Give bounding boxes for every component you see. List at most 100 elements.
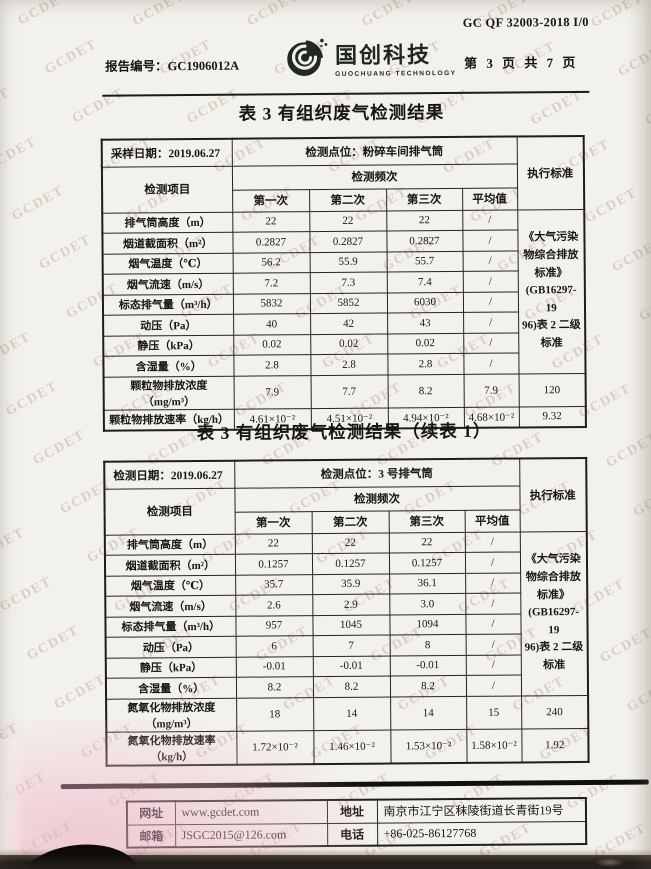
cell: 6030 (386, 291, 464, 314)
cell: / (462, 229, 518, 251)
report-number: 报告编号：GC1906012A (105, 58, 240, 74)
row-label: 烟气流速（m/s） (102, 273, 233, 295)
cell: 5832 (232, 293, 311, 315)
logo-company-subtitle: GUOCHUANG TECHNOLOGY (335, 69, 457, 78)
cell: 7 (312, 635, 390, 657)
cell: 36.1 (389, 572, 466, 595)
company-logo: 国创科技 GUOCHUANG TECHNOLOGY (281, 33, 457, 82)
cell: 8.2 (235, 676, 314, 698)
cell: 7.7 (310, 374, 388, 409)
row-label: 烟道截面积（m²） (104, 554, 236, 576)
standard-text: 《大气污染 物综合排放 标准》 (GB16297-19 96)表 2 二级 标准 (517, 208, 586, 374)
cell: -0.01 (312, 655, 390, 677)
cell: 35.7 (235, 574, 313, 596)
monitor-location: 检测点位：3 号排气筒 (234, 458, 520, 488)
guochuang-swirl-icon (283, 38, 328, 80)
cell: 8 (389, 634, 466, 656)
col-header: 第二次 (309, 188, 387, 212)
cell: 0.1257 (388, 552, 466, 574)
row-label: 排气筒高度（m） (104, 533, 235, 556)
cell: 8.2 (387, 373, 464, 408)
cell: / (465, 654, 521, 676)
cell: / (462, 250, 518, 272)
address-label: 地址 (326, 799, 378, 823)
frequency-header: 检测频次 (234, 485, 520, 512)
logo-text: 国创科技 GUOCHUANG TECHNOLOGY (335, 37, 457, 78)
cell: 0.02 (387, 332, 464, 355)
row-label: 含湿量（%） (105, 677, 237, 699)
cell: / (464, 531, 520, 553)
emission-table-1: 采样日期：2019.06.27 检测点位：粉碎车间排气筒 执行标准 检测项目 检… (100, 134, 587, 432)
table-row: 氮氧化物排放浓度（mg/m³） 18 14 14 15 240 (106, 694, 589, 732)
cell: 2.8 (387, 353, 464, 375)
cell: 0.2827 (386, 230, 463, 252)
cell: -0.01 (235, 656, 313, 678)
row-label: 烟气流速（m/s） (105, 595, 236, 617)
cell: 43 (387, 312, 464, 334)
cell: 0.02 (310, 333, 388, 355)
cell: 7.9 (233, 375, 311, 409)
cell: 7.2 (232, 272, 310, 294)
emission-table-2: 检测日期：2019.06.27 检测点位：3 号排气筒 执行标准 检测项目 检测… (103, 456, 590, 767)
row-label: 标态排气量（m³/h） (105, 615, 236, 638)
limit-cell: 240 (521, 694, 589, 729)
cell: / (465, 572, 521, 594)
col-header: 第一次 (232, 189, 310, 212)
row-label: 含湿量（%） (103, 355, 234, 377)
row-label: 烟道截面积（m²） (102, 232, 233, 254)
cell: 1.53×10⁻² (390, 728, 467, 763)
table-row: 颗粒物排放浓度（mg/m³） 7.9 7.7 8.2 7.9 120 (103, 372, 586, 410)
cell: 22 (311, 532, 389, 554)
cell: 2.9 (312, 594, 390, 616)
standard-header: 执行标准 (519, 457, 587, 532)
row-label: 标态排气量（m³/h） (102, 293, 234, 316)
row-label: 颗粒物排放浓度（mg/m³） (103, 375, 234, 410)
cell: 42 (310, 313, 388, 335)
cell: 1094 (389, 613, 466, 636)
cell: 0.2827 (232, 231, 310, 253)
cell: 5852 (309, 292, 388, 314)
row-label: 烟气温度（℃） (102, 252, 233, 275)
cell: 22 (232, 211, 310, 233)
cell: 35.9 (312, 573, 390, 595)
table-row: 氮氧化物排放速率（kg/h） 1.72×10⁻² 1.46×10⁻² 1.53×… (106, 727, 589, 766)
email-value: JSGC2015@126.com (175, 822, 328, 848)
col-header: 平均值 (462, 187, 518, 210)
item-header: 检测项目 (101, 165, 233, 213)
cell: 1.46×10⁻² (313, 729, 391, 764)
monitor-location: 检测点位：粉碎车间排气筒 (231, 136, 517, 166)
cell: 22 (309, 210, 387, 232)
address-value: 南京市江宁区秣陵街道长青街19号 (376, 797, 587, 823)
cell: 3.0 (389, 593, 466, 615)
footer-divider (60, 779, 649, 790)
row-label: 动压（Pa） (103, 314, 234, 336)
cell: 2.8 (233, 354, 311, 376)
cell: 7.3 (309, 272, 387, 294)
row-label: 静压（kPa） (105, 656, 236, 679)
cell: / (463, 352, 519, 374)
email-label: 邮箱 (127, 824, 176, 848)
cell: 2.6 (235, 594, 313, 616)
row-label: 氮氧化物排放速率（kg/h） (106, 730, 237, 766)
cell: / (463, 311, 519, 333)
logo-company-name: 国创科技 (334, 42, 432, 68)
col-header: 第二次 (311, 510, 389, 534)
table-row: 检测日期：2019.06.27 检测点位：3 号排气筒 执行标准 (104, 457, 587, 532)
cell: 14 (390, 695, 467, 730)
standard-header: 执行标准 (516, 135, 585, 210)
cell: / (465, 592, 521, 614)
cell: 0.1257 (234, 553, 313, 575)
cell: 40 (233, 313, 311, 335)
cell: 56.2 (232, 252, 310, 274)
cell: 6 (235, 635, 313, 657)
cell: 8.2 (389, 675, 467, 697)
frequency-header: 检测频次 (231, 163, 518, 190)
phone-value: +86-025-86127768 (377, 820, 587, 846)
cell: / (462, 291, 519, 313)
cell: 1.72×10⁻² (236, 730, 314, 765)
test-date: 检测日期：2019.06.27 (104, 460, 235, 489)
cell: 55.9 (309, 251, 387, 273)
cell: 1045 (312, 614, 390, 636)
